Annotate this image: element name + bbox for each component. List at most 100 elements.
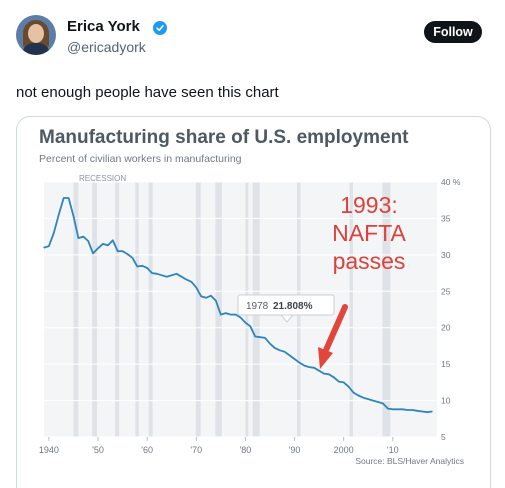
data-point bbox=[185, 279, 188, 281]
data-point bbox=[308, 366, 310, 368]
chart-source: Source: BLS/Haver Analytics bbox=[355, 456, 464, 466]
annotation-line: 1993: bbox=[340, 192, 398, 218]
recession-band bbox=[349, 182, 353, 437]
data-point bbox=[156, 273, 158, 275]
data-point bbox=[387, 407, 389, 410]
data-point bbox=[313, 367, 315, 369]
data-point bbox=[43, 246, 45, 249]
y-tick-label: 30 bbox=[441, 250, 451, 260]
data-point bbox=[107, 244, 109, 246]
annotation-arrow-head bbox=[318, 347, 333, 369]
chart-subtitle: Percent of civilian workers in manufactu… bbox=[39, 153, 242, 165]
x-tick-label: 2000 bbox=[334, 445, 354, 455]
data-point bbox=[215, 300, 217, 302]
data-point bbox=[112, 239, 114, 241]
data-point bbox=[338, 381, 340, 383]
data-point bbox=[254, 335, 256, 338]
y-tick-label: 15 bbox=[441, 359, 451, 369]
data-point bbox=[352, 391, 355, 394]
data-point bbox=[87, 240, 89, 242]
y-tick-label: 5 bbox=[441, 432, 446, 442]
x-tick-label: '80 bbox=[240, 445, 252, 455]
data-point bbox=[372, 399, 374, 402]
follow-button[interactable]: Follow bbox=[424, 21, 482, 43]
annotation-arrow-shaft bbox=[323, 304, 348, 353]
data-point bbox=[171, 274, 173, 276]
annotation-line: NAFTA bbox=[332, 220, 406, 246]
tweet-text: not enough people have seen this chart bbox=[16, 84, 279, 101]
data-point bbox=[357, 394, 359, 397]
avatar[interactable] bbox=[16, 15, 56, 55]
recession-band bbox=[135, 182, 139, 437]
recession-band bbox=[148, 182, 153, 437]
data-point bbox=[279, 349, 281, 351]
x-tick-label: '70 bbox=[190, 445, 202, 455]
y-tick-label: 10 bbox=[441, 396, 451, 406]
data-point bbox=[426, 411, 428, 413]
tooltip-pointer bbox=[279, 314, 295, 323]
data-point bbox=[190, 281, 192, 283]
y-tick-label: 25 bbox=[441, 286, 451, 296]
data-point bbox=[97, 247, 99, 249]
data-point bbox=[406, 409, 409, 411]
recession-band bbox=[382, 182, 391, 437]
data-point bbox=[293, 358, 296, 360]
series-line bbox=[43, 197, 433, 414]
data-point bbox=[77, 237, 79, 239]
y-tick-label: 20 bbox=[441, 323, 451, 333]
data-point bbox=[53, 232, 55, 234]
data-point bbox=[269, 343, 271, 345]
tweet-media-chart[interactable]: Manufacturing share of U.S. employment P… bbox=[16, 116, 491, 488]
data-point bbox=[210, 295, 212, 297]
data-point bbox=[298, 362, 301, 364]
user-name[interactable]: Erica York bbox=[67, 18, 140, 35]
data-point bbox=[284, 351, 286, 353]
data-point bbox=[333, 376, 335, 378]
data-point bbox=[146, 267, 148, 269]
data-point bbox=[259, 336, 261, 338]
data-point bbox=[180, 276, 183, 278]
data-point bbox=[274, 347, 276, 349]
data-point bbox=[117, 250, 119, 252]
y-tick-label: 40 % bbox=[441, 177, 461, 187]
data-point bbox=[225, 312, 227, 314]
data-point bbox=[318, 370, 320, 372]
data-point bbox=[176, 273, 178, 275]
data-point bbox=[347, 386, 350, 388]
data-point bbox=[48, 245, 50, 247]
data-point bbox=[402, 408, 404, 410]
data-point bbox=[367, 398, 369, 400]
data-point bbox=[63, 197, 65, 199]
data-point bbox=[131, 257, 134, 259]
data-point bbox=[411, 409, 414, 411]
data-point bbox=[416, 410, 418, 412]
data-point bbox=[58, 214, 60, 216]
x-tick-label: 1940 bbox=[39, 445, 59, 455]
data-point bbox=[72, 215, 75, 217]
tooltip-value: 21.808% bbox=[273, 301, 313, 312]
data-point bbox=[362, 397, 364, 399]
data-point bbox=[377, 401, 379, 403]
data-point bbox=[195, 287, 197, 289]
data-point bbox=[136, 265, 138, 268]
x-tick-label: '50 bbox=[92, 445, 104, 455]
recession-label: RECESSION bbox=[79, 174, 126, 183]
recession-band bbox=[92, 182, 98, 437]
data-point bbox=[289, 354, 291, 356]
data-point bbox=[205, 297, 207, 299]
data-point bbox=[166, 276, 168, 278]
annotation-line: passes bbox=[333, 248, 406, 274]
data-point bbox=[421, 410, 423, 413]
x-tick-label: '90 bbox=[289, 445, 301, 455]
user-handle[interactable]: @ericadyork bbox=[67, 39, 146, 55]
verified-badge-icon bbox=[153, 21, 167, 35]
data-point bbox=[122, 250, 124, 252]
data-point bbox=[220, 314, 222, 316]
data-point bbox=[239, 316, 242, 319]
chart-title: Manufacturing share of U.S. employment bbox=[39, 127, 409, 148]
recession-band bbox=[73, 182, 79, 437]
data-point bbox=[230, 314, 232, 316]
data-point bbox=[67, 197, 70, 199]
data-point bbox=[244, 322, 247, 324]
data-point bbox=[82, 236, 84, 238]
